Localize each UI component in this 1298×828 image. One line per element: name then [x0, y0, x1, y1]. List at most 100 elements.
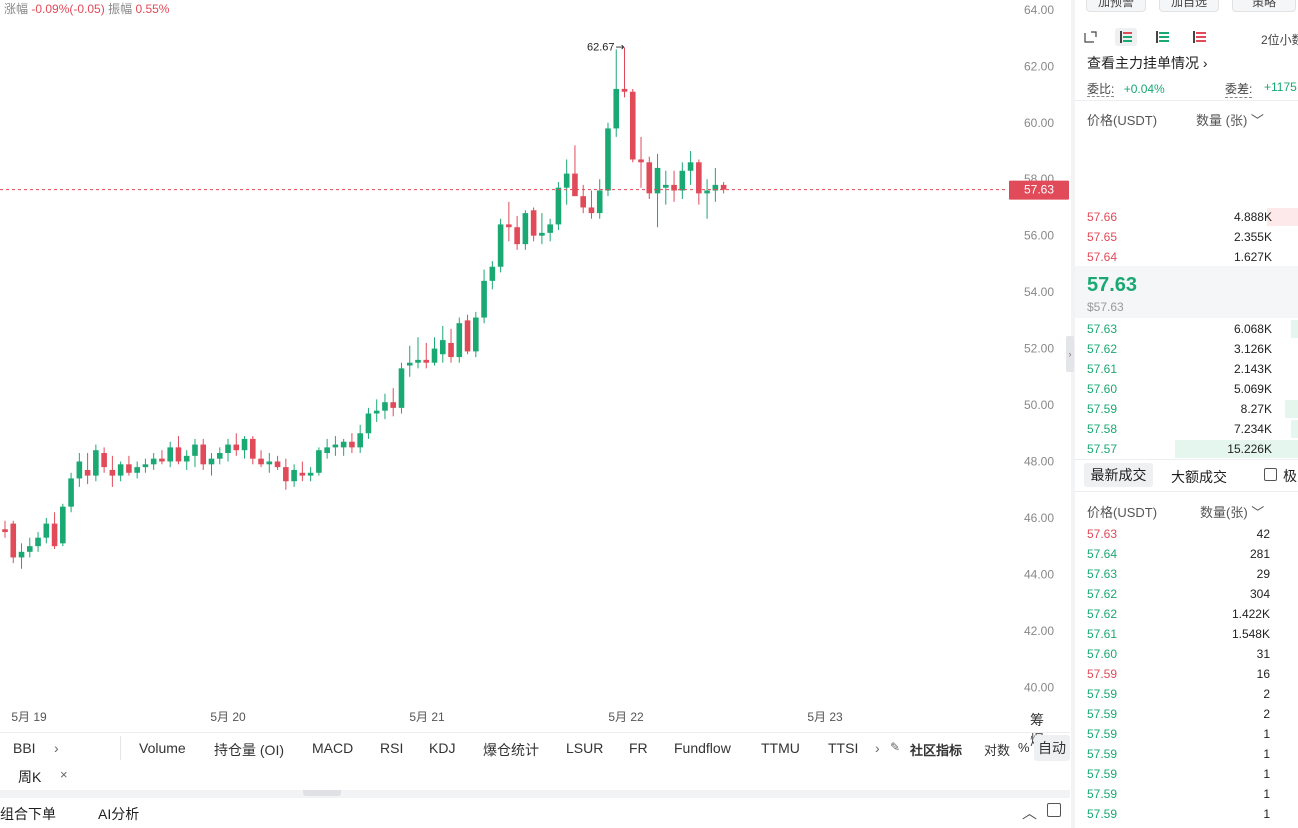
indicator-liquidation-stats[interactable]: 爆仓统计: [483, 742, 539, 758]
candle-body: [43, 523, 50, 538]
chart-area[interactable]: 64.00 62.00 60.00 58.00 56.00 54.00 52.00 50.00…: [0, 0, 1070, 748]
indicator-macd[interactable]: MACD: [312, 740, 354, 756]
chevron-up-icon[interactable]: ︿: [1022, 805, 1038, 822]
trade-row: 57.62 304: [1075, 584, 1298, 604]
x-tick-label: 5月 23: [807, 710, 843, 724]
indicator-ttmu[interactable]: TTMU: [761, 740, 800, 756]
chevron-right-icon[interactable]: ›: [875, 740, 880, 756]
mid-price-block: 57.63 $57.63: [1075, 266, 1298, 318]
candle-body: [117, 464, 124, 476]
expand-view-icon[interactable]: [1083, 30, 1099, 44]
bid-row[interactable]: 57.60 5.069K: [1075, 379, 1298, 399]
indicator-rsi[interactable]: RSI: [380, 740, 404, 756]
tab-latest-trades[interactable]: 最新成交: [1084, 463, 1153, 487]
precision-select[interactable]: 2位小数: [1261, 33, 1298, 47]
candle-body: [101, 453, 107, 468]
indicator-bbi[interactable]: BBI: [13, 740, 36, 756]
chevron-right-icon[interactable]: ›: [54, 740, 59, 756]
trade-row: 57.59 16: [1075, 664, 1298, 684]
order-ratio-row: 委比: +0.04% 委差: +1175: [1087, 80, 1298, 98]
candle-body: [712, 184, 719, 191]
bid-row[interactable]: 57.61 2.143K: [1075, 359, 1298, 379]
candle-body: [26, 546, 33, 552]
trades-header-qty[interactable]: 数量(张) ﹀: [1200, 505, 1265, 520]
panel-divider[interactable]: [1071, 0, 1075, 828]
main-orders-link[interactable]: 查看主力挂单情况 ›: [1087, 55, 1208, 71]
candle-body: [84, 469, 91, 476]
ask-row[interactable]: 57.65 2.355K: [1075, 227, 1298, 247]
resize-grip-icon[interactable]: [303, 790, 341, 796]
tab-large-trades[interactable]: 大额成交: [1171, 469, 1227, 485]
add-watchlist-button[interactable]: 加自选: [1159, 0, 1219, 12]
candlestick-chart[interactable]: 64.0062.0060.0058.0056.0054.0052.0050.00…: [0, 0, 1070, 732]
x-tick-label: 5月 22: [608, 710, 644, 724]
indicator-fundflow[interactable]: Fundflow: [674, 740, 731, 756]
change-label: 涨幅: [4, 2, 29, 16]
ask-price: 57.64: [1087, 250, 1118, 264]
percent-scale-toggle[interactable]: %: [1018, 740, 1030, 755]
candle-body: [522, 213, 529, 245]
depth-bar: [1285, 400, 1298, 418]
collapse-handle-icon[interactable]: ›: [1066, 336, 1074, 372]
bid-qty: 15.226K: [1227, 442, 1272, 456]
indicator-kdj[interactable]: KDJ: [429, 740, 456, 756]
candle-body: [142, 464, 149, 468]
depth-bar: [1291, 420, 1298, 438]
bid-row[interactable]: 57.59 8.27K: [1075, 399, 1298, 419]
period-tag[interactable]: 周K: [18, 769, 42, 785]
log-scale-toggle[interactable]: 对数: [984, 743, 1011, 758]
add-alert-button[interactable]: 加预警: [1086, 0, 1146, 12]
book-asks-view-icon[interactable]: [1192, 30, 1208, 44]
book-bids-view-icon[interactable]: [1155, 30, 1171, 44]
bid-row[interactable]: 57.57 15.226K: [1075, 439, 1298, 459]
bid-qty: 2.143K: [1233, 362, 1272, 376]
divider: [1075, 459, 1298, 460]
candle-body: [646, 162, 653, 194]
indicator-open-interest[interactable]: 持仓量 (OI): [214, 742, 284, 758]
bid-row[interactable]: 57.63 6.068K: [1075, 319, 1298, 339]
candle-body: [150, 458, 157, 465]
tab-ai-analysis[interactable]: AI分析: [98, 806, 140, 822]
tab-combo-order[interactable]: 组合下单: [0, 806, 56, 822]
indicator-volume[interactable]: Volume: [139, 740, 186, 756]
candle-body: [183, 455, 190, 462]
ask-row[interactable]: 57.66 4.888K: [1075, 207, 1298, 227]
indicator-ttsi[interactable]: TTSI: [828, 740, 859, 756]
trades-header: 价格(USDT) 数量(张) ﹀: [1087, 502, 1264, 521]
edit-icon[interactable]: ✎: [890, 740, 901, 754]
y-tick-label: 44.00: [1024, 567, 1054, 581]
candle-body: [489, 266, 496, 281]
candle-body: [629, 91, 636, 160]
candle-body: [456, 323, 463, 358]
candle-body: [704, 190, 710, 194]
trade-qty: 2: [1263, 687, 1270, 701]
auto-scale-button[interactable]: 自动: [1034, 735, 1070, 761]
depth-bar: [1175, 440, 1298, 458]
bid-price: 57.61: [1087, 362, 1118, 376]
bid-price: 57.58: [1087, 422, 1118, 436]
bid-row[interactable]: 57.58 7.234K: [1075, 419, 1298, 439]
indicator-fr[interactable]: FR: [629, 740, 648, 756]
ask-row[interactable]: 57.64 1.627K: [1075, 247, 1298, 267]
book-header-qty[interactable]: 数量 (张) ﹀: [1196, 113, 1264, 128]
filter-checkbox[interactable]: [1264, 468, 1277, 481]
trade-qty: 1: [1263, 727, 1270, 741]
trade-qty: 1: [1263, 767, 1270, 781]
expand-icon[interactable]: [1047, 803, 1061, 817]
candle-body: [406, 362, 413, 366]
bid-qty: 6.068K: [1233, 322, 1272, 336]
trade-price: 57.59: [1087, 707, 1118, 721]
y-tick-label: 54.00: [1024, 285, 1054, 299]
strategy-button[interactable]: 策略: [1232, 0, 1296, 12]
book-both-view-icon[interactable]: [1115, 28, 1137, 46]
trade-price: 57.62: [1087, 587, 1118, 601]
bottom-resize-strip[interactable]: [0, 790, 1070, 798]
ask-price: 57.66: [1087, 210, 1118, 224]
bid-row[interactable]: 57.62 3.126K: [1075, 339, 1298, 359]
community-indicators[interactable]: 社区指标: [910, 743, 963, 758]
bid-qty: 7.234K: [1233, 422, 1272, 436]
close-icon[interactable]: ×: [60, 767, 68, 782]
chip-distribution-icon[interactable]: 筹: [1030, 712, 1044, 728]
candle-body: [216, 453, 223, 459]
indicator-lsur[interactable]: LSUR: [566, 740, 604, 756]
